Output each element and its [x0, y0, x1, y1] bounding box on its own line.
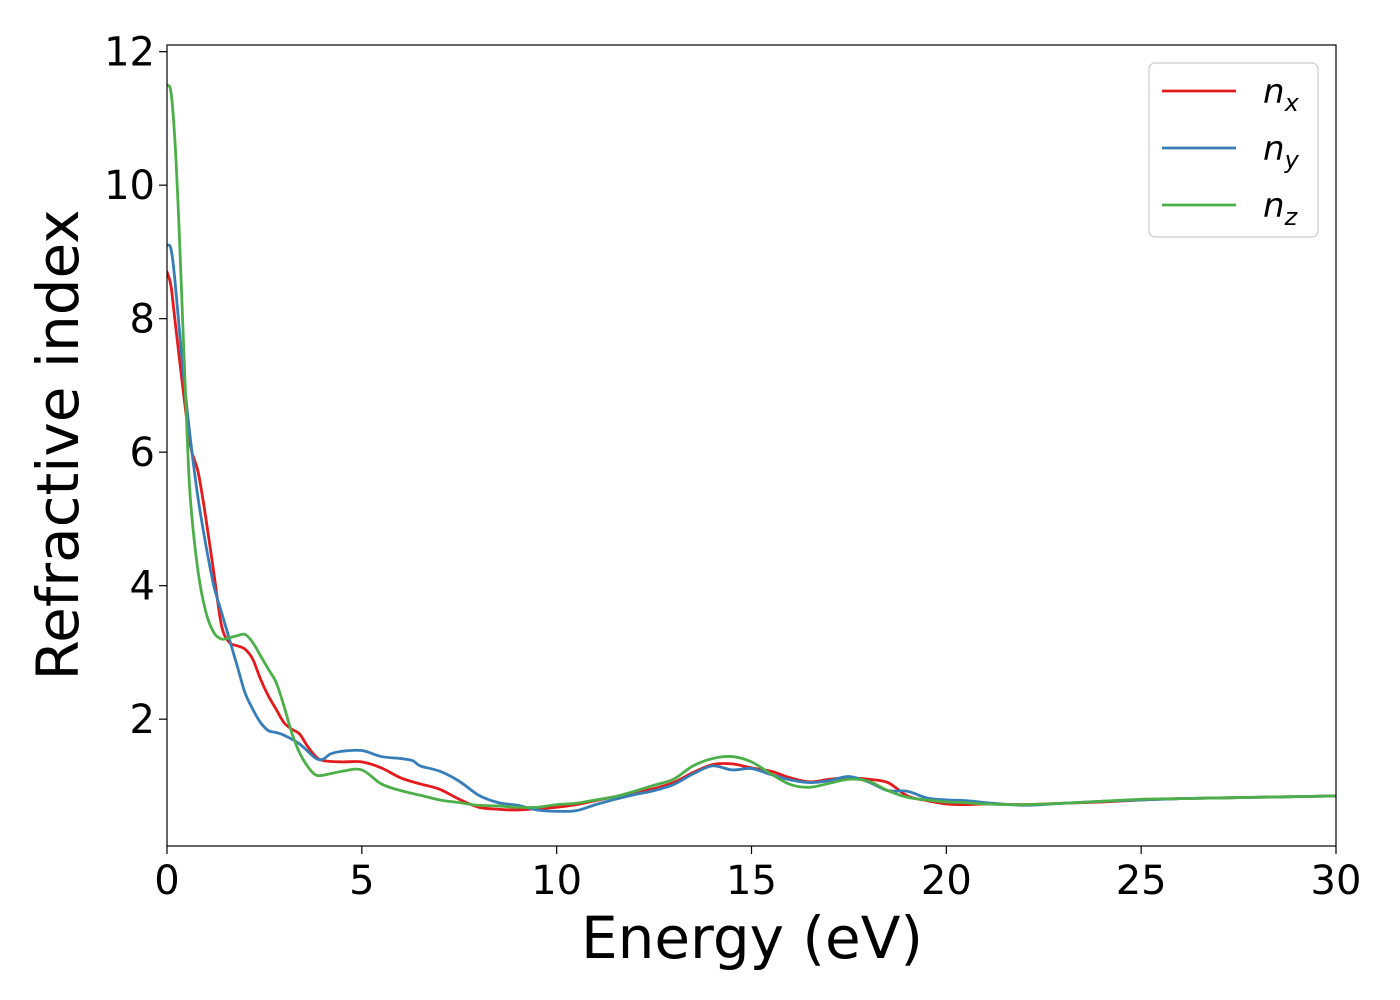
- y-tick-label: 10: [104, 163, 155, 209]
- y-tick-label: 6: [130, 430, 155, 476]
- legend: nx ny nz: [1148, 62, 1319, 238]
- legend-label-ny: ny: [1263, 129, 1300, 174]
- y-axis-ticks: 2 4 6 8 10 12: [104, 30, 167, 743]
- legend-label-nz: nz: [1263, 186, 1299, 231]
- x-tick-label: 25: [1116, 858, 1167, 904]
- legend-label-nx: nx: [1263, 72, 1300, 117]
- x-tick-label: 5: [349, 858, 374, 904]
- x-axis-ticks: 0 5 10 15 20 25 30: [154, 846, 1361, 904]
- legend-box: [1148, 62, 1319, 238]
- y-tick-label: 8: [130, 297, 155, 343]
- x-axis-label: Energy (eV): [581, 904, 923, 972]
- series-layer: [167, 83, 1336, 813]
- x-tick-label: 30: [1311, 858, 1362, 904]
- x-tick-label: 20: [921, 858, 972, 904]
- y-tick-label: 12: [104, 30, 155, 76]
- x-tick-label: 10: [531, 858, 582, 904]
- x-tick-label: 15: [726, 858, 777, 904]
- series-line-nz: [167, 83, 1336, 809]
- y-axis-label: Refractive index: [24, 209, 92, 680]
- y-tick-label: 2: [130, 697, 155, 743]
- x-tick-label: 0: [154, 858, 179, 904]
- series-line-ny: [167, 243, 1336, 813]
- y-tick-label: 4: [130, 564, 155, 610]
